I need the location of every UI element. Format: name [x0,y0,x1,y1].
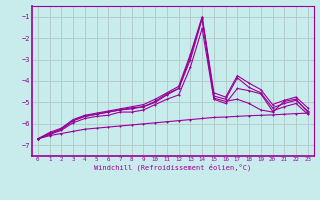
X-axis label: Windchill (Refroidissement éolien,°C): Windchill (Refroidissement éolien,°C) [94,164,252,171]
